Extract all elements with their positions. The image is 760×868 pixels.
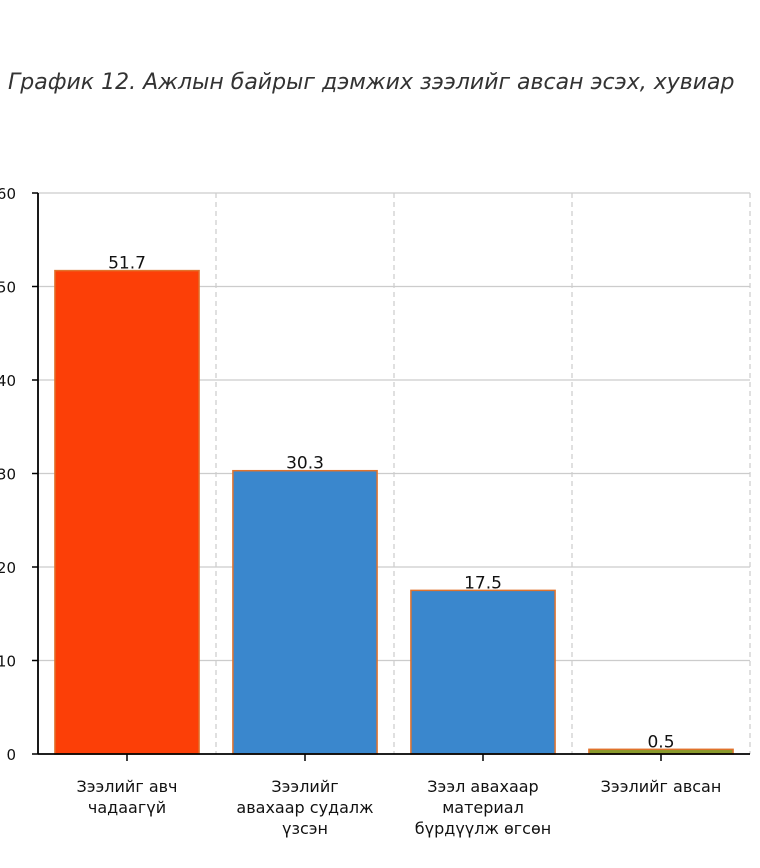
bars-layer (54, 269, 734, 755)
y-tick-label-60: 60 (0, 185, 16, 203)
y-tick-label-10: 10 (0, 653, 16, 671)
y-tick-label-50: 50 (0, 279, 16, 297)
y-tick-label-0: 0 (6, 746, 16, 764)
y-tick-label-30: 30 (0, 466, 16, 484)
bar-2 (410, 589, 556, 755)
data-label-3: 0.5 (647, 732, 674, 752)
category-label-1: Зээлийг авахаар судалж үзсэн (236, 777, 373, 838)
y-tick-label-20: 20 (0, 559, 16, 577)
chart-title: График 12. Ажлын байрыг дэмжих зээлийг а… (8, 70, 735, 95)
axis-layer (32, 192, 750, 761)
category-label-0: Зээлийг авч чадаагүй (76, 777, 177, 817)
bar-0 (54, 269, 200, 755)
data-label-1: 30.3 (286, 454, 324, 474)
category-label-3: Зээлийг авсан (601, 777, 722, 796)
data-label-0: 51.7 (108, 254, 146, 274)
category-label-2: Зээл авахаар материал бүрдүүлж өгсөн (415, 777, 551, 838)
data-label-2: 17.5 (464, 573, 502, 593)
labels-layer: 0 10 20 30 40 50 60 51.7 Зээлийг авч чадаагүй 30.3… (0, 185, 721, 838)
bar-1 (232, 469, 378, 755)
y-tick-label-40: 40 (0, 372, 16, 390)
